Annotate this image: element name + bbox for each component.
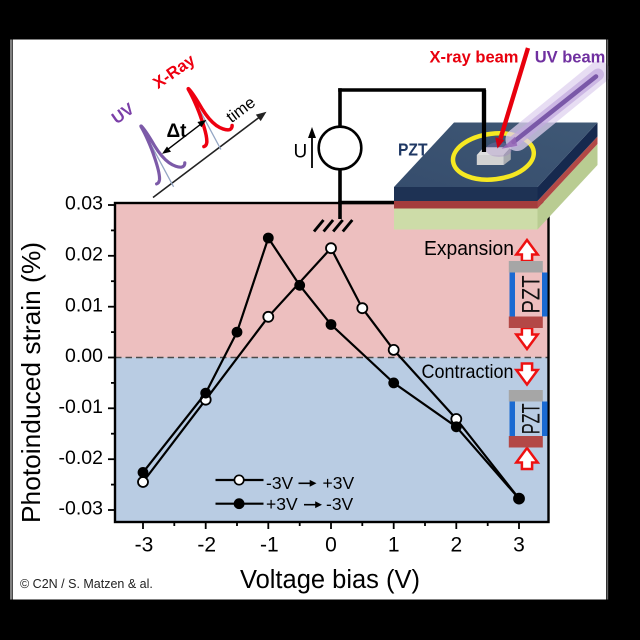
svg-text:-3: -3 bbox=[135, 534, 154, 557]
svg-text:© C2N / S. Matzen & al.: © C2N / S. Matzen & al. bbox=[20, 577, 153, 591]
svg-text:-2: -2 bbox=[197, 534, 216, 557]
svg-text:+3V: +3V bbox=[266, 494, 298, 514]
svg-text:3: 3 bbox=[513, 534, 525, 557]
svg-text:UV beam: UV beam bbox=[535, 49, 606, 67]
svg-text:Expansion: Expansion bbox=[424, 238, 514, 260]
svg-text:-0.03: -0.03 bbox=[59, 498, 103, 520]
svg-text:-3V: -3V bbox=[326, 494, 354, 514]
svg-text:-0.01: -0.01 bbox=[59, 396, 103, 418]
svg-text:Voltage bias (V): Voltage bias (V) bbox=[240, 566, 420, 594]
svg-text:0.03: 0.03 bbox=[65, 193, 103, 215]
svg-text:-3V: -3V bbox=[266, 473, 294, 493]
svg-text:-1: -1 bbox=[260, 534, 279, 557]
svg-text:0.02: 0.02 bbox=[65, 244, 103, 266]
svg-text:U: U bbox=[294, 142, 308, 163]
svg-text:PZT: PZT bbox=[398, 140, 428, 160]
svg-text:PZT: PZT bbox=[518, 276, 546, 314]
svg-text:+3V: +3V bbox=[323, 473, 355, 493]
svg-text:X-ray beam: X-ray beam bbox=[430, 49, 519, 67]
svg-text:-0.02: -0.02 bbox=[59, 447, 103, 469]
svg-text:PZT: PZT bbox=[518, 403, 546, 434]
svg-text:2: 2 bbox=[450, 534, 462, 557]
svg-text:Photoinduced strain (%): Photoinduced strain (%) bbox=[16, 242, 46, 523]
svg-text:1: 1 bbox=[388, 534, 400, 557]
svg-text:0: 0 bbox=[325, 534, 337, 557]
svg-text:Contraction: Contraction bbox=[422, 361, 514, 383]
svg-text:Δt: Δt bbox=[167, 121, 188, 142]
svg-text:0.01: 0.01 bbox=[65, 294, 103, 316]
svg-text:0.00: 0.00 bbox=[65, 345, 103, 367]
